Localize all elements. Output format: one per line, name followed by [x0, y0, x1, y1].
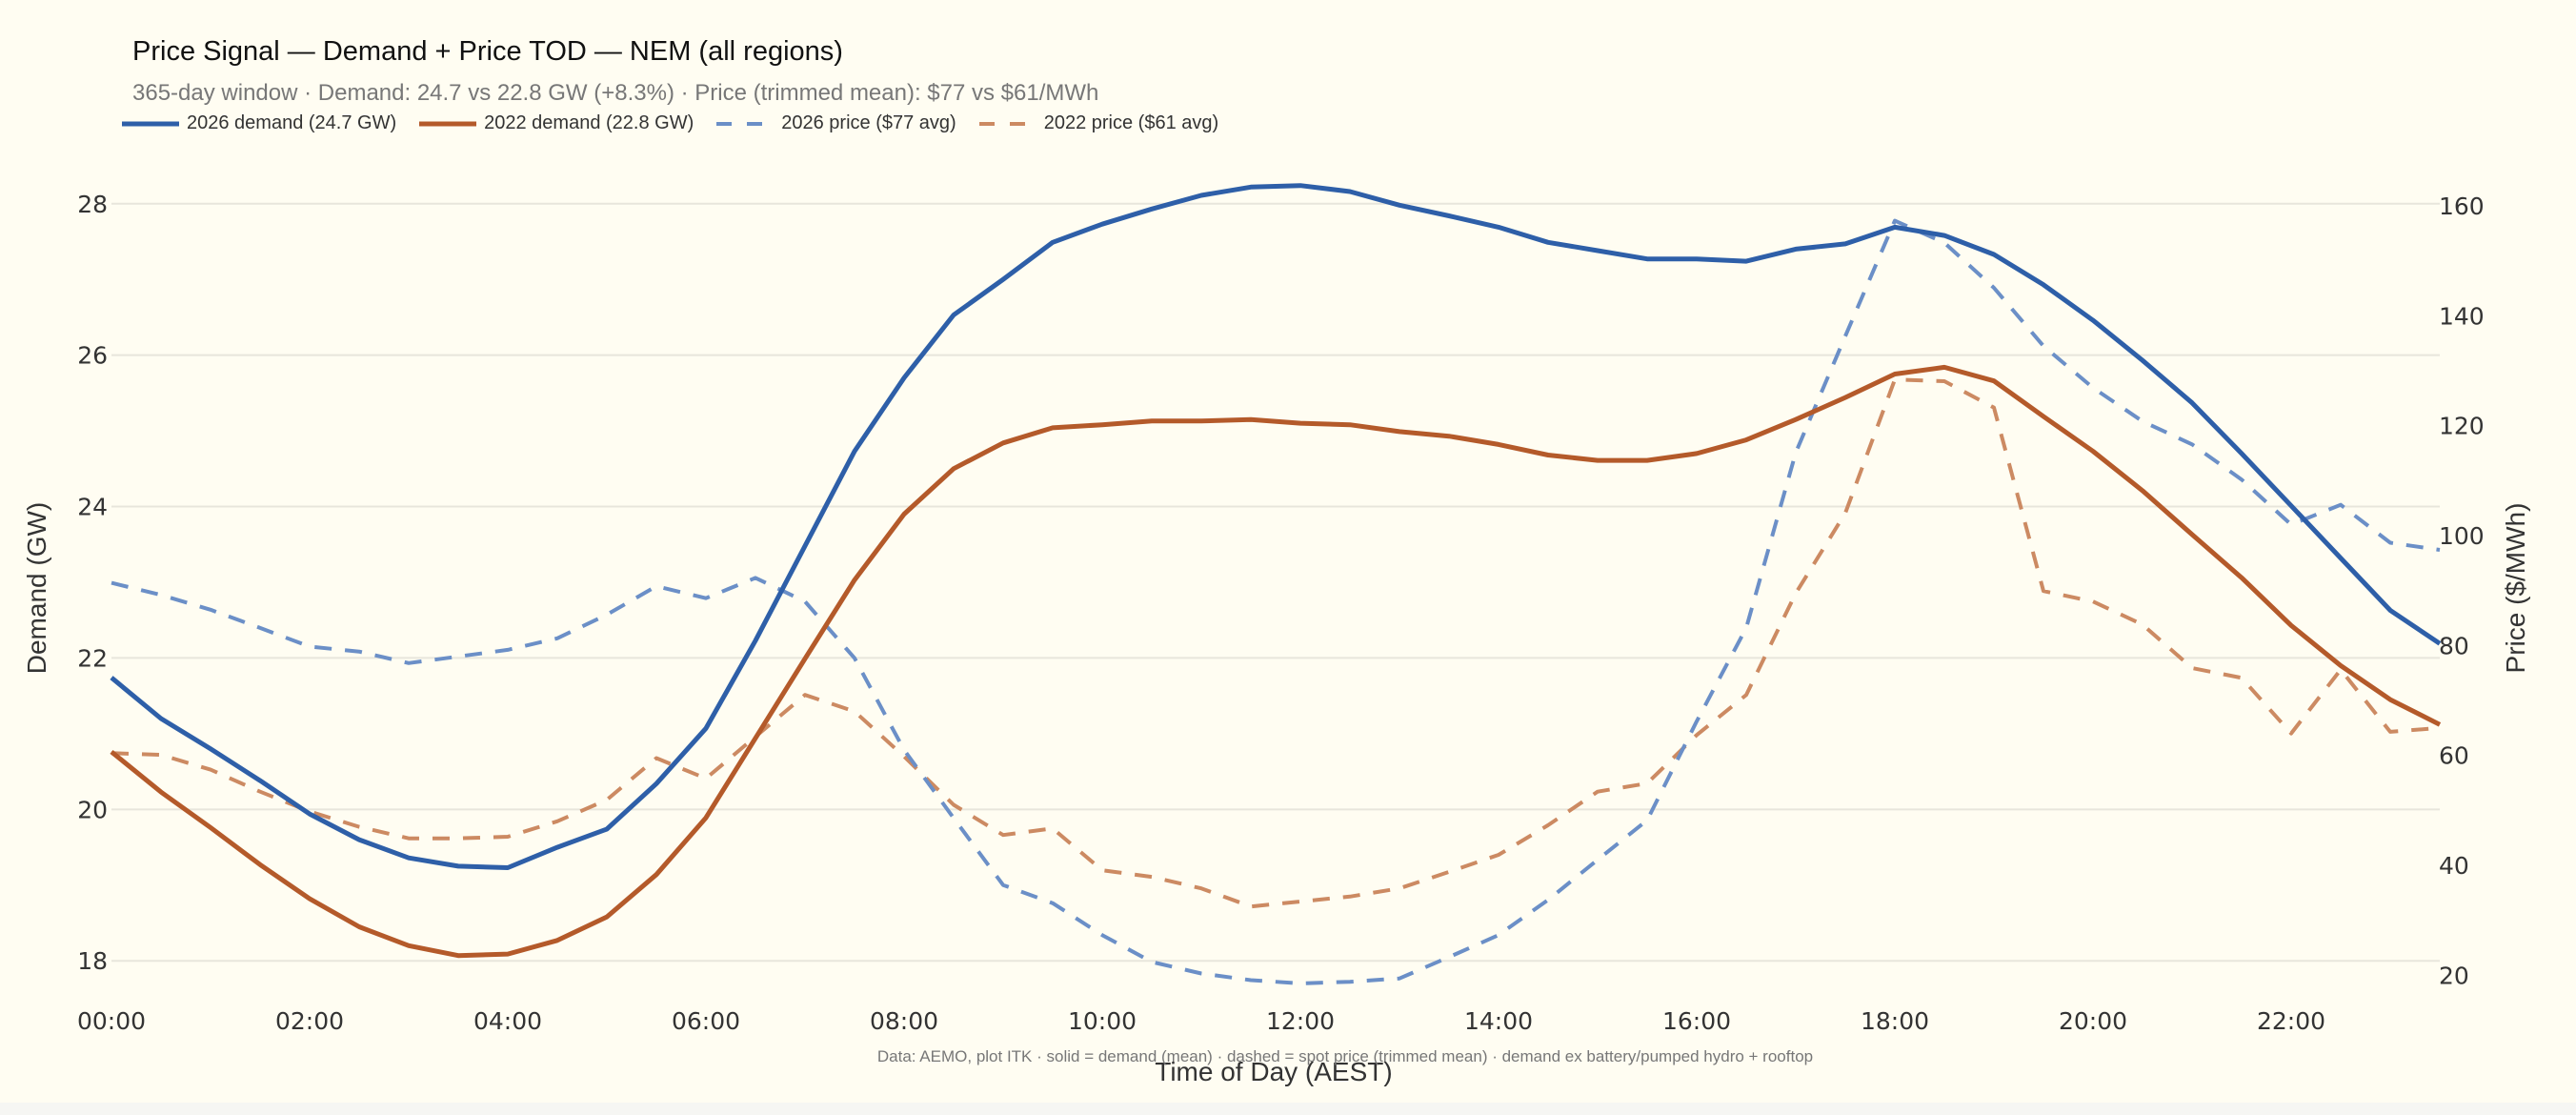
x-tick-label: 06:00: [672, 1007, 740, 1035]
series-line-2026-price: [111, 218, 2441, 985]
legend-label: 2022 demand (22.8 GW): [484, 112, 694, 133]
chart-subtitle: 365-day window · Demand: 24.7 vs 22.8 GW…: [132, 80, 1099, 106]
legend-item-2026-price[interactable]: 2026 price ($77 avg): [716, 112, 956, 134]
legend-swatch-dashed-blue: [716, 121, 775, 126]
x-tick-label: 12:00: [1266, 1007, 1335, 1035]
chart-title: Price Signal — Demand + Price TOD — NEM …: [132, 36, 843, 67]
y2-tick-label: 120: [2439, 413, 2485, 440]
x-tick-label: 04:00: [473, 1007, 542, 1035]
x-axis-title: Time of Day (AEST): [1155, 1057, 1392, 1086]
legend-label: 2022 price ($61 avg): [1043, 112, 1219, 133]
y2-tick-label: 20: [2439, 962, 2469, 989]
series-line-2022-demand: [110, 364, 2442, 959]
y-tick-label: 22: [77, 644, 108, 672]
y-tick-label: 26: [77, 342, 108, 370]
legend-label: 2026 price ($77 avg): [781, 112, 956, 133]
legend-item-2022-price[interactable]: 2022 price ($61 avg): [978, 112, 1219, 134]
y2-tick-label: 80: [2439, 632, 2469, 659]
legend-swatch-dashed-orange: [978, 121, 1036, 126]
series-line-2022-price: [111, 377, 2441, 909]
legend-item-2026-demand[interactable]: 2026 demand (24.7 GW): [122, 112, 396, 134]
footnote: Data: AEMO, plot ITK · solid = demand (m…: [877, 1047, 1813, 1065]
y2-tick-label: 60: [2439, 742, 2469, 770]
y2-tick-label: 100: [2439, 522, 2485, 550]
y-tick-label: 18: [77, 947, 108, 975]
legend-label: 2026 demand (24.7 GW): [187, 112, 397, 133]
x-tick-label: 10:00: [1068, 1007, 1137, 1035]
x-tick-label: 16:00: [1662, 1007, 1731, 1035]
y-axis-ticks: 18 20 22 24 26 28: [77, 191, 108, 975]
y-tick-label: 28: [77, 191, 108, 218]
x-tick-label: 20:00: [2059, 1007, 2127, 1035]
y2-tick-label: 40: [2439, 852, 2469, 880]
y2-axis-title: Price ($/MWh): [2501, 503, 2530, 674]
x-tick-label: 00:00: [77, 1007, 146, 1035]
y2-tick-label: 140: [2439, 302, 2485, 330]
legend-swatch-solid-orange: [419, 121, 477, 126]
x-tick-label: 14:00: [1464, 1007, 1533, 1035]
x-tick-label: 18:00: [1861, 1007, 1929, 1035]
x-tick-label: 02:00: [275, 1007, 344, 1035]
y-tick-label: 24: [77, 494, 108, 521]
legend-item-2022-demand[interactable]: 2022 demand (22.8 GW): [419, 112, 694, 134]
y-axis-title: Demand (GW): [22, 502, 51, 674]
x-tick-label: 22:00: [2257, 1007, 2325, 1035]
x-tick-label: 08:00: [870, 1007, 938, 1035]
series-lines: [110, 183, 2442, 985]
legend: 2026 demand (24.7 GW) 2022 demand (22.8 …: [122, 112, 1241, 134]
y2-tick-label: 160: [2439, 193, 2485, 220]
y-tick-label: 20: [77, 796, 108, 823]
legend-swatch-solid-blue: [122, 121, 179, 126]
x-axis-ticks: 00:00 02:00 04:00 06:00 08:00 10:00 12:00 14:00…: [77, 1007, 2325, 1035]
y2-axis-ticks: 20 40 60 80 100 120 140 160: [2439, 193, 2485, 989]
series-line-2026-demand: [110, 183, 2442, 870]
